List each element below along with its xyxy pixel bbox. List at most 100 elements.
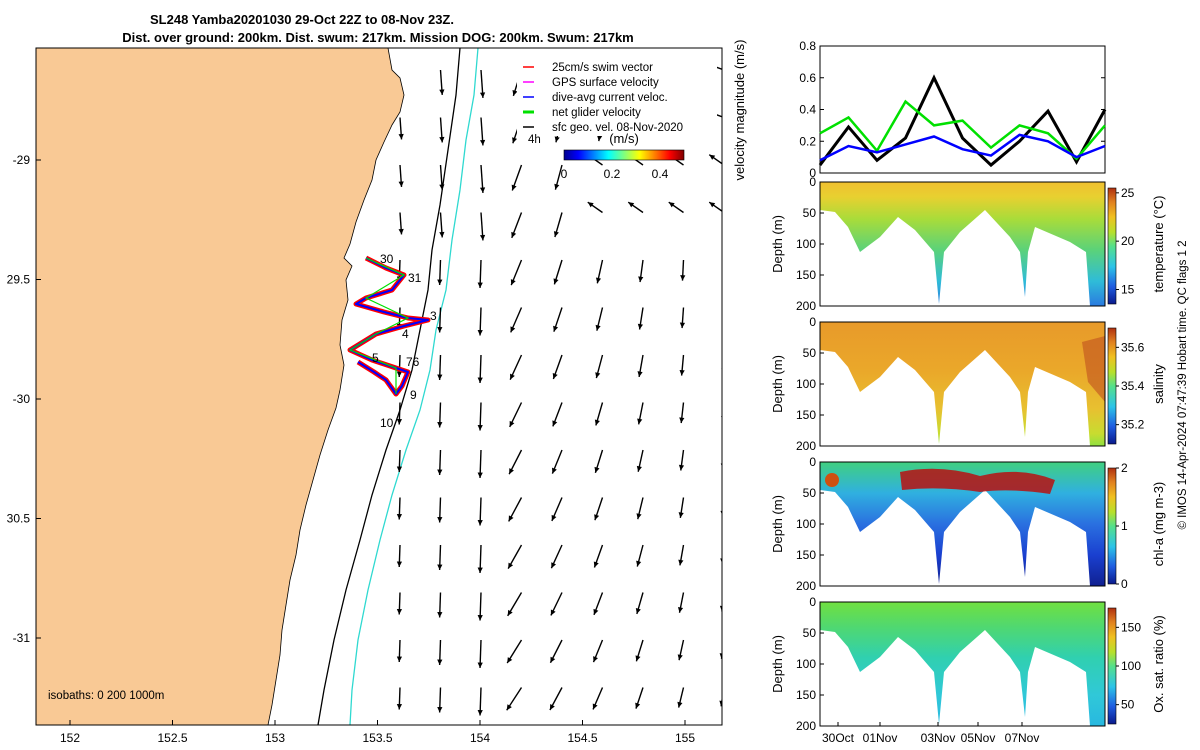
colorbar-label: chl-a (mg m-3) [1151,482,1166,567]
day-label: 3 [430,309,437,323]
geo-velocity-arrow [594,449,604,474]
geo-velocity-arrow [551,449,563,474]
geo-velocity-arrow [635,592,644,615]
heatmap-panel: 0 50 100 150 200 Depth (m) 150 100 50 Ox. sat. ra… [770,595,1166,733]
depth-tick-label: 100 [796,377,816,391]
land-mass [36,48,405,725]
geo-velocity-arrow [593,544,604,568]
geo-velocity-arrow [638,259,644,283]
geo-velocity-arrow [511,164,523,191]
credit-text: © IMOS 14-Apr-2024 07:47:39 Hobart time.… [1177,240,1189,529]
geo-velocity-arrow [679,307,686,329]
geo-velocity-arrow [762,545,767,562]
geo-velocity-arrow [595,354,604,379]
velocity-ytick-label: 0.2 [799,134,816,148]
geo-velocity-arrow [552,354,563,380]
heatmap-field [820,322,1105,446]
colorbar-tick-label: 0.2 [604,167,621,181]
colorbar-tick-label: 1 [1121,519,1128,533]
geo-velocity-arrow [554,164,563,190]
depth-tick-label: 50 [803,626,817,640]
geo-velocity-arrow [437,354,443,381]
colorbar-tick-label: 20 [1121,234,1135,248]
colorbar-label: Ox. sat. ratio (%) [1151,615,1166,713]
colorbar-tick-label: 2 [1121,461,1128,475]
geo-velocity-arrow [594,497,604,521]
chl-maximum-layer [900,468,1055,494]
depth-tick-label: 0 [809,455,816,469]
map-x-axis: 152 152.5 153 153.5 154 154.5 155 [60,720,695,745]
colorbar-tick-label: 0.4 [652,167,669,181]
geo-velocity-arrow [396,449,403,473]
map-ytick-label: 29.5 [7,273,31,287]
figure-title-line2: Dist. over ground: 200km. Dist. swum: 21… [122,30,634,45]
map-frame [35,47,723,726]
day-labels: 30 31 3 4 5 76 9 10 [372,252,437,430]
geo-velocity-arrow [635,639,644,662]
geo-velocity-arrow [762,450,767,467]
colorbar-tick-label: 150 [1121,620,1141,634]
geo-velocity-arrow [477,592,483,621]
map-ytick-label: -31 [13,631,31,645]
geo-velocity-arrow [479,164,486,193]
geo-velocity-arrow [721,273,722,274]
geo-velocity-arrow [477,687,483,716]
depth-tick-label: 0 [809,315,816,329]
time-axis: 30Oct 01Nov 03Nov 05Nov 07Nov [822,722,1039,745]
geo-velocity-arrow [477,544,483,574]
geo-velocity-arrow [398,117,404,140]
depth-tick-label: 150 [796,548,816,562]
geo-velocity-arrow [396,402,403,425]
colorbar-tick-label: 15 [1121,283,1135,297]
geo-velocity-arrow [479,117,486,146]
heatmap-colorbar [1107,327,1117,445]
depth-tick-label: 150 [796,268,816,282]
geo-velocity-arrow [508,449,523,475]
geo-velocity-arrow [549,639,563,664]
legend-entry: GPS surface velocity [523,77,659,89]
velocity-ytick-label: 0 [809,166,816,180]
geo-velocity-arrow [477,639,483,669]
colorbar-tick-label: 35.6 [1121,340,1145,354]
geo-velocity-arrow [636,544,644,567]
geo-velocity-arrow [477,449,483,479]
geo-velocity-arrow [762,498,767,515]
geo-velocity-arrow [477,354,483,384]
geo-velocity-arrow [637,307,644,330]
geo-velocity-arrow [677,639,685,661]
velocity-series-line [819,133,1106,162]
heatmap-panel: 0 50 100 150 200 Depth (m) 35.6 35.4 35.2 salinit… [770,315,1166,453]
colorbar-tick-label: 35.2 [1121,418,1145,432]
salinity-patch [1082,336,1105,402]
velocity-series-line [819,99,1106,161]
geo-velocity-arrow [507,544,523,569]
heatmap-colorbar [1107,607,1117,725]
geo-velocity-arrow [677,592,685,613]
geo-velocity-arrow [506,639,523,664]
map-ytick-label: 30.5 [7,512,31,526]
geo-velocity-arrow [678,449,685,471]
day-label: 10 [380,416,394,430]
depth-axis-label: Depth (m) [770,495,785,553]
map-xtick-label: 152.5 [157,731,187,745]
geo-velocity-arrow [398,212,404,235]
geo-velocity-arrow [477,402,483,431]
legend-label: 25cm/s swim vector [552,62,653,74]
geo-velocity-arrow [477,307,483,336]
depth-tick-label: 0 [809,595,816,609]
geo-velocity-arrow [587,201,603,214]
geo-velocity-arrow [551,497,563,522]
geo-velocity-arrow [550,592,563,616]
geo-velocity-arrow [668,201,684,214]
geo-velocity-arrow [396,639,403,663]
legend-entry: 25cm/s swim vector [523,62,653,74]
geo-velocity-arrow [636,449,644,472]
day-label: 30 [380,252,394,266]
map-y-axis: -29 29.5 -30 30.5 -31 [7,153,41,645]
map-xtick-label: 153.5 [362,731,392,745]
geo-velocity-arrow [477,497,483,526]
velocity-panel: 0 0.2 0.4 0.6 0.8 velocity magnitude (m/s) [732,39,1107,180]
geo-velocity-arrow [437,497,443,523]
velocity-ytick-label: 0.6 [799,71,816,85]
geo-velocity-arrow [479,69,486,98]
